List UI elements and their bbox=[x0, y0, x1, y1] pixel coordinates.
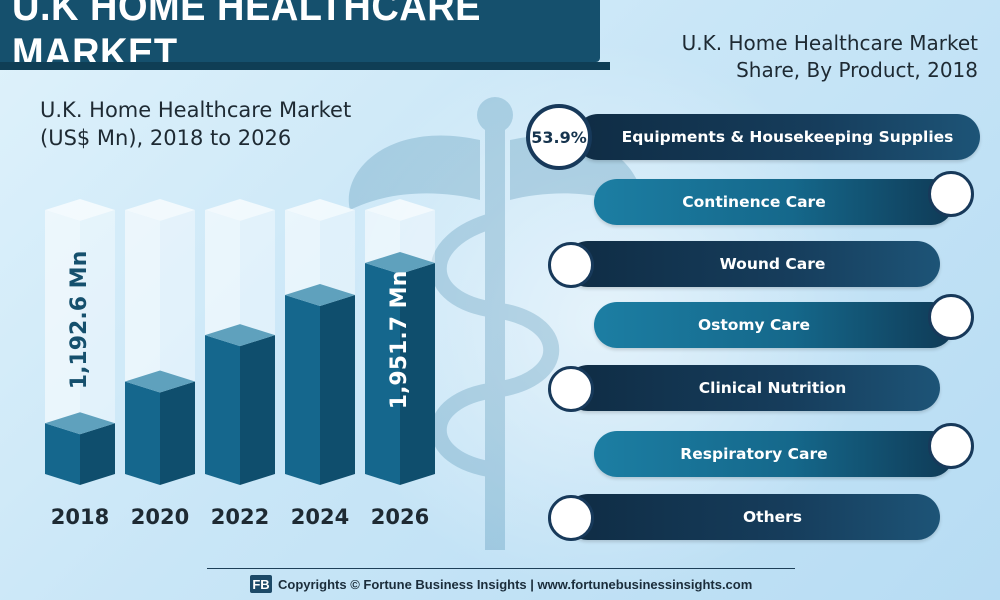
share-row-1: Equipments & Housekeeping Supplies bbox=[575, 114, 980, 160]
bar-2020-top bbox=[125, 370, 195, 393]
share-panel-title-line1: U.K. Home Healthcare Market bbox=[681, 31, 978, 55]
x-tick-2020: 2020 bbox=[131, 505, 189, 529]
share-row-circle bbox=[928, 423, 974, 469]
title-underline bbox=[0, 62, 610, 70]
value-label-2018: 1,192.6 Mn bbox=[67, 251, 92, 389]
share-row-label: Wound Care bbox=[719, 255, 826, 273]
share-row-label: Respiratory Care bbox=[680, 445, 828, 463]
share-row-circle: 53.9% bbox=[526, 104, 592, 170]
share-row-circle bbox=[928, 171, 974, 217]
bar-2020-front bbox=[125, 381, 160, 485]
bar-chart-title-line2: (US$ Mn), 2018 to 2026 bbox=[40, 126, 292, 150]
bar-2018-side bbox=[80, 423, 115, 485]
bar-2020-side bbox=[160, 381, 195, 485]
x-tick-2024: 2024 bbox=[291, 505, 349, 529]
bar-2026-front bbox=[365, 262, 400, 485]
share-row-label: Ostomy Care bbox=[697, 316, 811, 334]
share-row-2: Continence Care bbox=[594, 179, 954, 225]
share-row-label: Equipments & Housekeeping Supplies bbox=[621, 128, 954, 146]
footer: FB Copyrights © Fortune Business Insight… bbox=[250, 574, 752, 594]
share-panel-title-line2: Share, By Product, 2018 bbox=[736, 58, 978, 82]
bar-2022-side bbox=[240, 335, 275, 485]
bar-2024-front bbox=[285, 295, 320, 485]
share-row-6: Respiratory Care bbox=[594, 431, 954, 477]
fortune-logo-icon: FB bbox=[250, 575, 272, 593]
bar-2026-side bbox=[400, 262, 435, 485]
bar-2024-top bbox=[285, 284, 355, 306]
share-row-5: Clinical Nutrition bbox=[565, 365, 940, 411]
bar-chart-title: U.K. Home Healthcare Market (US$ Mn), 20… bbox=[40, 96, 420, 152]
share-row-circle bbox=[928, 294, 974, 340]
bar-chart-title-line1: U.K. Home Healthcare Market bbox=[40, 98, 352, 122]
x-tick-2022: 2022 bbox=[211, 505, 269, 529]
share-row-7: Others bbox=[565, 494, 940, 540]
share-row-label: Continence Care bbox=[682, 193, 826, 211]
share-value: 53.9% bbox=[531, 127, 587, 147]
bar-2022-front bbox=[205, 335, 240, 485]
value-label-2026: 1,951.7 Mn bbox=[387, 271, 412, 409]
x-tick-2026: 2026 bbox=[371, 505, 429, 529]
share-row-3: Wound Care bbox=[565, 241, 940, 287]
footer-text: Copyrights © Fortune Business Insights |… bbox=[278, 576, 753, 592]
share-row-label: Clinical Nutrition bbox=[698, 379, 847, 397]
share-row-label: Others bbox=[742, 508, 802, 526]
bar-2026-top bbox=[365, 251, 435, 274]
share-row-circle bbox=[548, 366, 594, 412]
x-tick-2018: 2018 bbox=[51, 505, 109, 529]
share-panel-title: U.K. Home Healthcare Market Share, By Pr… bbox=[598, 30, 978, 84]
share-row-circle bbox=[548, 242, 594, 288]
bar-2024-side bbox=[320, 295, 355, 485]
bar-2018-top bbox=[45, 412, 115, 435]
share-row-4: Ostomy Care bbox=[594, 302, 954, 348]
bar-2022-top bbox=[205, 324, 275, 347]
share-row-circle bbox=[548, 495, 594, 541]
footer-divider bbox=[207, 568, 795, 569]
bar-2018-front bbox=[45, 423, 80, 485]
